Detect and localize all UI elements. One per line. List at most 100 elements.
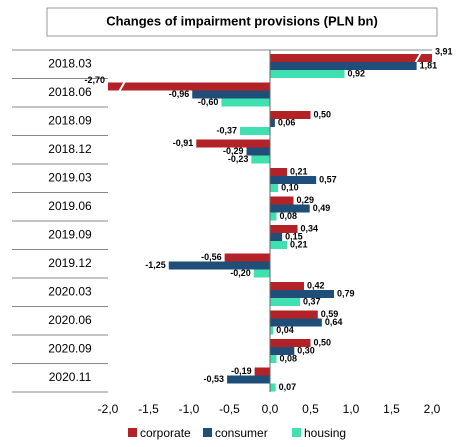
bar [192, 90, 270, 99]
value-label: -2,70 [84, 75, 105, 85]
chart-title: Changes of impairment provisions (PLN bn… [106, 13, 378, 28]
bar [251, 155, 270, 164]
y-tick-label: 2020.09 [48, 341, 92, 355]
bar [270, 355, 277, 363]
title-box [46, 7, 438, 37]
value-label: 3,91 [435, 46, 453, 56]
value-label: -0,96 [169, 89, 190, 99]
bar [270, 119, 275, 127]
bar [270, 70, 345, 78]
value-label: 1,81 [420, 60, 438, 70]
value-label: 0,50 [314, 109, 332, 119]
value-label: 0,30 [297, 345, 315, 355]
y-tick-label: 2020.03 [48, 284, 92, 298]
value-label: -1,25 [145, 260, 166, 270]
bar [270, 225, 298, 233]
value-label: 0,10 [281, 182, 299, 192]
bar [270, 196, 294, 205]
legend-label: housing [304, 426, 346, 440]
bar [270, 233, 283, 241]
y-tick-label: 2018.09 [48, 113, 92, 127]
bar [253, 269, 270, 278]
y-tick-label: 2018.03 [48, 56, 92, 70]
x-tick-label: -1,5 [138, 402, 159, 416]
value-label: 0,64 [325, 317, 343, 327]
x-tick-label: -1,0 [179, 402, 200, 416]
bar [168, 261, 270, 270]
bar [196, 139, 270, 148]
y-tick-label: 2018.06 [48, 85, 92, 99]
value-label: -0,20 [230, 268, 251, 278]
legend-swatch [203, 428, 212, 437]
value-label: -0,60 [198, 97, 219, 107]
bar [270, 282, 305, 290]
value-label: 0,04 [276, 325, 294, 335]
x-tick-label: 0,0 [262, 402, 279, 416]
x-tick-label: 1,5 [383, 402, 400, 416]
bar [270, 318, 322, 327]
bar [270, 383, 276, 392]
value-label: 0,34 [301, 223, 319, 233]
value-label: -0,37 [217, 125, 238, 135]
y-tick-label: 2019.12 [48, 256, 92, 270]
y-tick-label: 2018.12 [48, 142, 92, 156]
bar [270, 176, 317, 184]
x-tick-label: 0,5 [302, 402, 319, 416]
value-label: 0,57 [319, 174, 337, 184]
bar [108, 82, 270, 91]
bar [270, 62, 417, 70]
y-tick-label: 2020.11 [49, 370, 92, 384]
value-label: 0,29 [296, 195, 314, 205]
bar [246, 147, 270, 156]
bar [270, 168, 288, 176]
bar [270, 310, 318, 319]
bar [270, 111, 311, 119]
value-label: -0,56 [201, 252, 222, 262]
bar [270, 290, 334, 298]
bar [270, 339, 311, 347]
bar [270, 184, 279, 192]
bar [270, 347, 295, 355]
value-label: 0,92 [348, 68, 366, 78]
bar [270, 212, 277, 221]
axis-break [117, 79, 127, 94]
x-tick-label: 2,0 [424, 402, 441, 416]
bar [270, 298, 300, 306]
y-tick-label: 2019.03 [48, 170, 92, 184]
bar [270, 204, 310, 213]
legend-label: corporate [140, 426, 191, 440]
legend-swatch [292, 428, 301, 437]
value-label: -0,53 [204, 374, 225, 384]
value-label: 0,37 [303, 296, 321, 306]
value-label: -0,29 [223, 146, 244, 156]
legend-swatch [128, 428, 137, 437]
bar [254, 367, 270, 376]
bar [270, 326, 274, 335]
value-label: 0,79 [337, 288, 355, 298]
value-label: 0,21 [290, 239, 308, 249]
bar [221, 98, 270, 107]
value-label: 0,50 [314, 337, 332, 347]
value-label: -0,91 [173, 138, 194, 148]
y-tick-label: 2019.09 [48, 227, 92, 241]
x-tick-label: 1,0 [343, 402, 360, 416]
value-label: 0,07 [279, 382, 297, 392]
value-label: 0,42 [307, 280, 325, 290]
value-label: -0,19 [231, 366, 252, 376]
value-label: 0,08 [279, 353, 297, 363]
x-tick-label: -2,0 [98, 402, 119, 416]
value-label: 0,15 [285, 231, 303, 241]
bar [270, 54, 432, 62]
value-label: 0,49 [313, 203, 331, 213]
bar [224, 253, 270, 262]
value-label: 0,06 [278, 117, 296, 127]
y-tick-label: 2019.06 [48, 199, 92, 213]
value-label: 0,21 [290, 166, 308, 176]
bar [240, 127, 270, 135]
value-label: 0,08 [279, 211, 297, 221]
x-tick-label: -0,5 [219, 402, 240, 416]
bar [270, 241, 288, 249]
y-tick-label: 2020.06 [48, 313, 92, 327]
value-label: 0,59 [321, 309, 339, 319]
